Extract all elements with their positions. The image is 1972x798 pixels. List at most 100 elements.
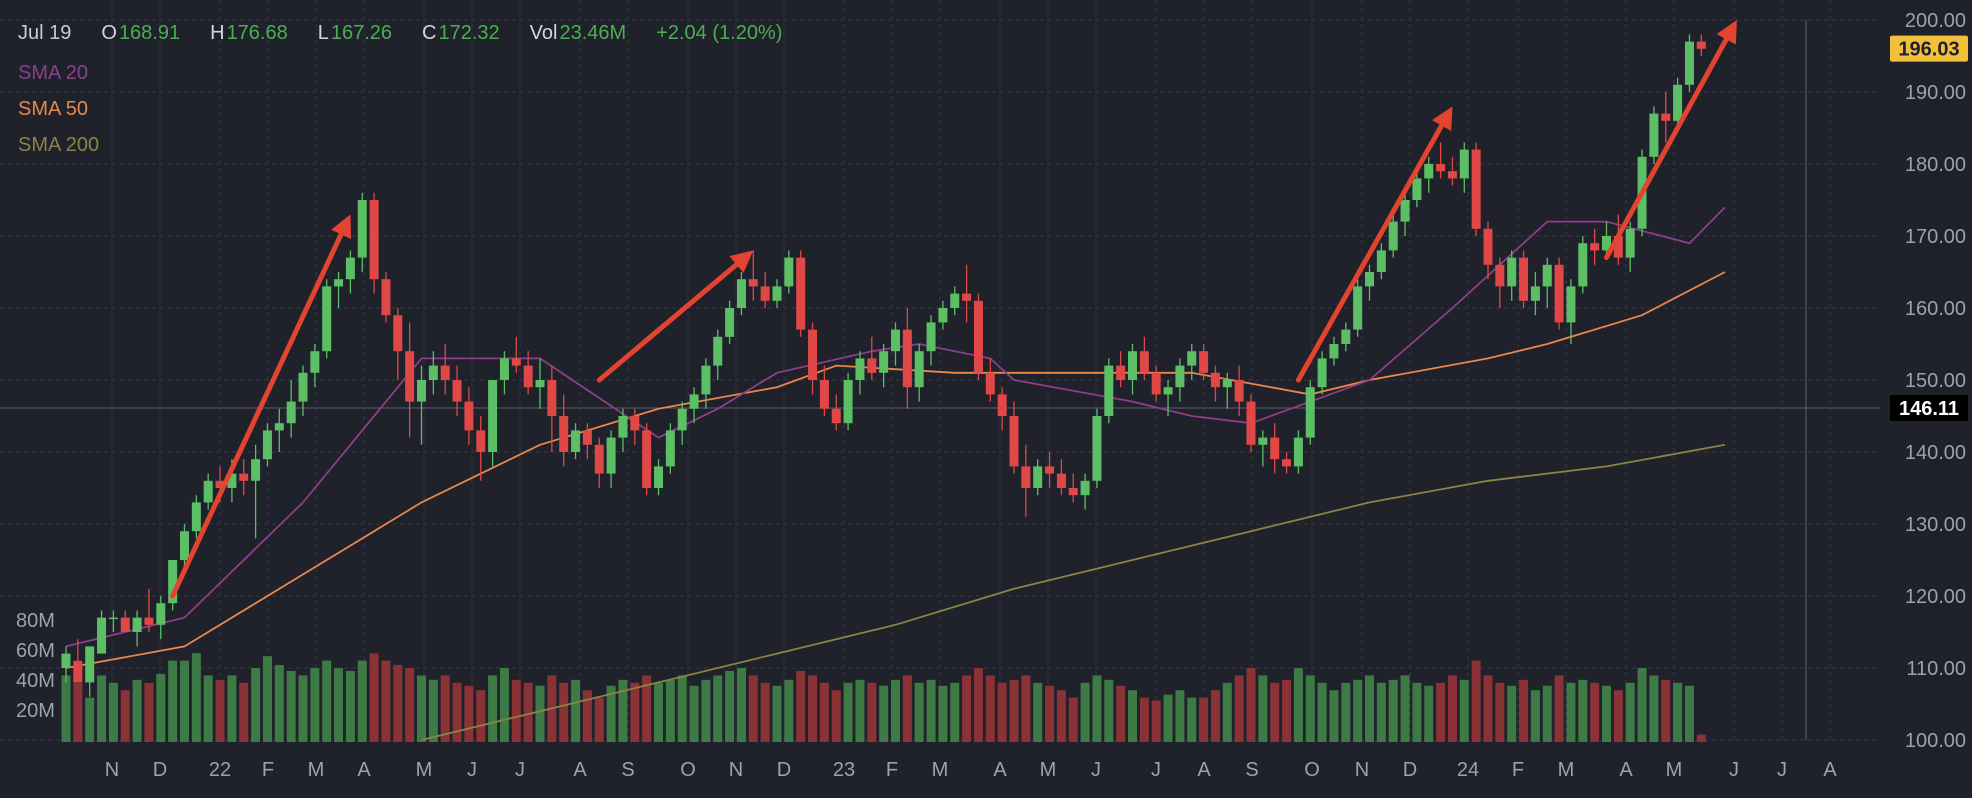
volume-bar [1542, 685, 1552, 742]
volume-bar [322, 660, 332, 742]
volume-bar [345, 670, 355, 742]
candle-body [1554, 264, 1564, 323]
candle-body [251, 459, 261, 481]
volume-bar [417, 675, 426, 742]
candle-body [914, 351, 924, 388]
candle-body [428, 365, 438, 380]
volume-bar [772, 685, 782, 742]
candle-body [1104, 365, 1114, 416]
candle-body [310, 351, 320, 373]
sma20-label[interactable]: SMA 20 [18, 62, 89, 84]
volume-bar [962, 675, 972, 742]
volume-bar [1080, 682, 1090, 742]
candle-body [926, 322, 936, 352]
candle-body [1483, 228, 1493, 265]
trend-arrow-head [1432, 106, 1453, 131]
candle-body [1661, 113, 1671, 121]
time-tick: F [1512, 759, 1524, 781]
volume-bar [215, 679, 225, 742]
volume-bar [1471, 660, 1481, 742]
candle-body [523, 365, 533, 388]
volume-bar [393, 665, 403, 742]
volume-bar [1199, 697, 1209, 742]
candle-body [879, 351, 889, 373]
volume-bar [1068, 697, 1078, 742]
volume-bar [1163, 694, 1173, 742]
candle-body [1613, 236, 1623, 258]
time-tick: J [1777, 759, 1787, 781]
time-tick: F [886, 759, 898, 781]
candle-body [1696, 41, 1706, 49]
candle-body [725, 308, 735, 337]
volume-bar [677, 675, 687, 742]
candle-body [274, 423, 284, 431]
candle-body [369, 200, 379, 280]
price-axis[interactable]: 200.00 190.00 180.00 170.00 160.00 150.00 140.… [1905, 10, 1966, 752]
candle-body [1305, 387, 1315, 438]
volume-bar [1554, 675, 1564, 742]
volume-bar [1222, 682, 1232, 742]
time-tick: D [1403, 759, 1417, 781]
time-tick: A [1619, 759, 1633, 781]
time-tick: M [416, 759, 433, 781]
volume-bar [713, 675, 723, 742]
time-tick: M [932, 759, 949, 781]
candle-body [156, 603, 166, 625]
candle-body [1365, 272, 1374, 287]
candle-body [1376, 250, 1386, 272]
volume-bar [369, 653, 379, 742]
volume-bar [1447, 675, 1457, 742]
candle-body [1684, 41, 1694, 85]
volume-bar [1151, 700, 1161, 742]
candle-body [808, 329, 818, 380]
volume-bar [499, 668, 509, 742]
candle-body [642, 430, 652, 488]
volume-bar [227, 675, 237, 742]
volume-bar [831, 690, 841, 742]
sma200-label[interactable]: SMA 200 [18, 134, 100, 156]
volume-bar [1234, 675, 1244, 742]
candle-body [1447, 171, 1457, 179]
candle-body [1341, 329, 1351, 344]
trend-arrow-line [1295, 123, 1445, 383]
volume-bar [1329, 690, 1339, 742]
volume-bar [1649, 675, 1659, 742]
volume-bar [796, 670, 806, 742]
volume-bar [1412, 682, 1422, 742]
candle-body [393, 315, 403, 352]
volume-bar [1104, 679, 1114, 742]
time-tick: A [1197, 759, 1211, 781]
volume-bar [997, 682, 1007, 742]
volume-bar [559, 682, 569, 742]
candle-body [1566, 286, 1576, 323]
trend-arrow-line [1604, 36, 1729, 261]
sma-legend[interactable]: SMA 20 SMA 50 SMA 200 [18, 55, 782, 163]
volume-bar [1317, 682, 1327, 742]
candle-body [843, 380, 853, 424]
candle-body [334, 279, 344, 287]
volume-bar [334, 668, 344, 742]
candle-body [1270, 437, 1280, 460]
volume-bar [1293, 668, 1303, 742]
volume-bar [654, 682, 663, 742]
volume-bar [1258, 675, 1268, 742]
candle-body [1128, 351, 1137, 380]
candle-body [1210, 372, 1220, 388]
candle-body [1542, 264, 1552, 287]
trend-arrow-head [729, 250, 754, 273]
candle-body [1222, 380, 1232, 388]
candle-body [867, 358, 877, 373]
volume-axis: 80M 60M 40M 20M [16, 610, 55, 722]
candle-body [1590, 243, 1600, 251]
volume-bar [1116, 685, 1126, 742]
sma50-label[interactable]: SMA 50 [18, 98, 89, 120]
candle-body [215, 480, 225, 488]
candle-body [1163, 387, 1173, 395]
time-axis[interactable]: N D 22 F M A M J J A S O N D 23 F M A M J J A S O N D 24 F M A M J J A [105, 759, 1838, 781]
candle-body [298, 372, 308, 402]
volume-bar [1625, 682, 1635, 742]
candle-body [132, 617, 142, 632]
time-tick: A [357, 759, 371, 781]
time-tick: M [1040, 759, 1057, 781]
